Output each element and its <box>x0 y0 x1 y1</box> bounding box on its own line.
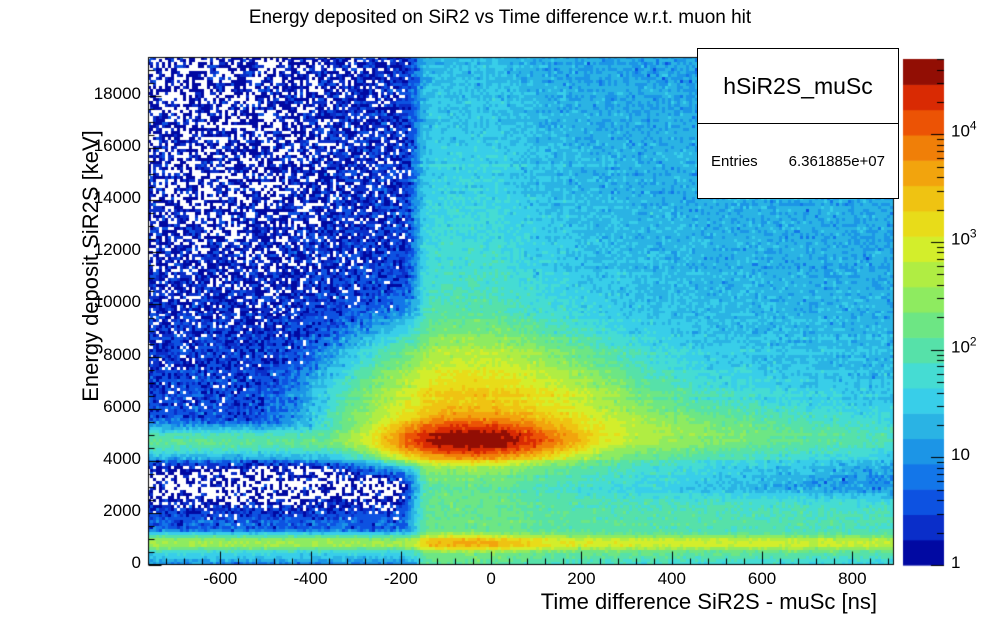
x-tick-label: -400 <box>293 569 328 588</box>
colorbar-tick-label: 10 <box>951 445 970 465</box>
y-tick-label: 0 <box>131 553 141 572</box>
y-tick-label: 16000 <box>93 136 141 156</box>
colorbar-tick-label: 102 <box>951 334 977 356</box>
colorbar-tick-label: 104 <box>951 119 977 141</box>
x-tick-label: -200 <box>383 569 418 588</box>
x-tick-label: 400 <box>657 569 686 588</box>
y-tick-label: 6000 <box>103 396 141 416</box>
x-tick-label: 200 <box>567 569 596 588</box>
y-tick-label: 18000 <box>93 84 141 104</box>
x-tick-label: 600 <box>747 569 777 588</box>
y-tick-label: 8000 <box>103 344 141 364</box>
stats-histogram-name: hSiR2S_muSc <box>698 49 898 124</box>
colorbar-tick-label: 103 <box>951 226 977 249</box>
y-tick-label: 2000 <box>103 500 141 520</box>
stats-box: hSiR2S_muSc Entries 6.361885e+07 <box>697 48 899 199</box>
stats-entries-row: Entries 6.361885e+07 <box>698 124 898 198</box>
y-tick-label: 4000 <box>103 448 141 468</box>
x-axis-label: Time difference SiR2S - muSc [ns] <box>540 589 877 614</box>
y-tick-label: 14000 <box>93 188 141 208</box>
stats-entries-value: 6.361885e+07 <box>788 152 885 170</box>
colorbar-tick-label: 1 <box>951 553 961 572</box>
y-tick-label: 10000 <box>93 292 141 312</box>
y-tick-label: 12000 <box>93 240 141 260</box>
x-tick-label: 0 <box>486 569 496 588</box>
stats-entries-label: Entries <box>711 152 758 170</box>
x-tick-label: 800 <box>838 569 867 588</box>
x-tick-label: -600 <box>203 569 238 588</box>
y-axis-label: Energy deposit SiR2S [keV] <box>78 130 103 402</box>
